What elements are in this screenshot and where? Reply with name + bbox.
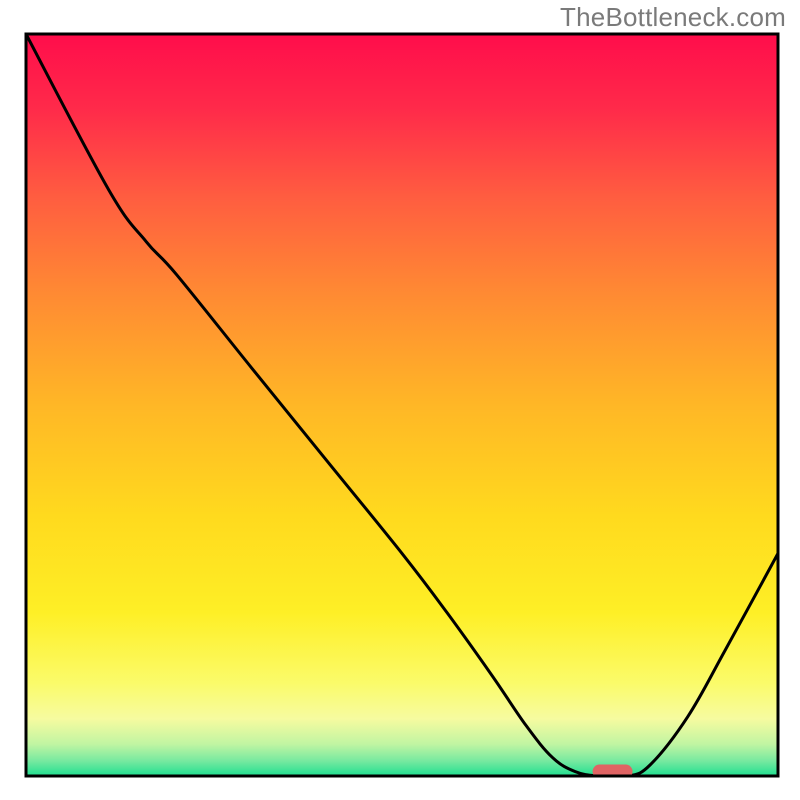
bottleneck-chart [0, 0, 800, 800]
gradient-background [26, 34, 778, 776]
chart-frame: TheBottleneck.com [0, 0, 800, 800]
